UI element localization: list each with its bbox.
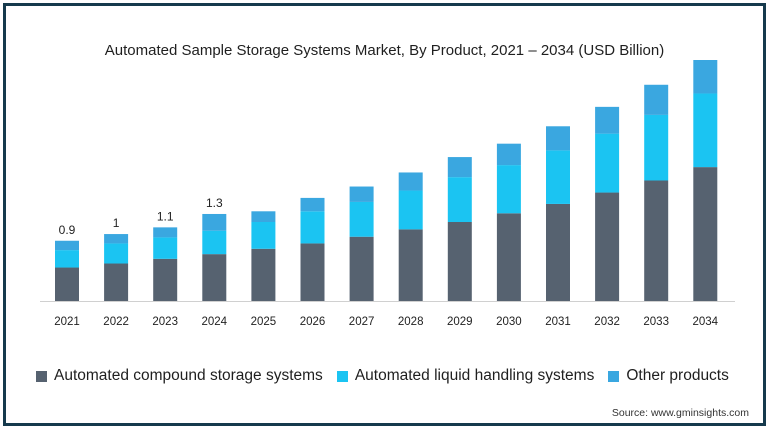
legend-label-3: Other products [626,367,729,384]
data-label-2023: 1.1 [157,209,174,223]
x-tick-label-2024: 2024 [202,316,228,328]
x-tick-label-2029: 2029 [447,316,473,328]
bar-segment-2025-series-2 [251,222,276,249]
x-tick-label-2032: 2032 [594,316,620,328]
legend-label-2: Automated liquid handling systems [354,367,595,384]
bar-segment-2032-series-3 [595,106,620,134]
bar-segment-2024-series-2 [202,230,227,255]
bar-segment-2028-series-1 [398,229,423,301]
bar-segment-2034-series-2 [693,93,718,168]
bar-segment-2031-series-3 [546,126,570,151]
x-tick-label-2027: 2027 [349,316,375,328]
bar-segment-2031-series-2 [546,150,570,204]
bar-segment-2021-series-2 [55,250,79,268]
bar-segment-2032-series-1 [595,192,620,301]
bar-segment-2023-series-3 [153,227,178,238]
bar-segment-2033-series-3 [644,84,669,115]
x-tick-label-2030: 2030 [496,316,522,328]
chart-title: Automated Sample Storage Systems Market,… [104,42,665,59]
x-tick-label-2028: 2028 [398,316,424,328]
bar-segment-2030-series-2 [496,165,521,214]
x-tick-label-2031: 2031 [545,316,571,328]
bar-segment-2025-series-3 [251,211,276,223]
legend-label-1: Automated compound storage systems [54,367,323,384]
x-tick-label-2025: 2025 [251,316,277,328]
data-label-2022: 1 [113,216,120,230]
x-tick-label-2026: 2026 [300,316,326,328]
chart-frame: Automated Sample Storage Systems Market,… [3,3,766,426]
bar-segment-2032-series-2 [595,133,620,193]
bar-segment-2030-series-1 [496,213,521,301]
bar-segment-2029-series-1 [447,222,472,301]
bar-segment-2028-series-3 [398,172,423,191]
legend-item-2: Automated liquid handling systems [336,367,595,385]
bar-segment-2027-series-3 [349,186,374,202]
bar-segment-2024-series-3 [202,213,227,231]
bar-segment-2021-series-1 [55,267,79,301]
bar-segment-2026-series-2 [300,211,325,244]
data-label-2021: 0.9 [59,223,76,237]
legend-swatch-1 [36,370,47,382]
legend-swatch-2 [336,370,348,382]
bar-segment-2022-series-2 [104,243,129,264]
x-tick-label-2033: 2033 [643,316,669,328]
legend-swatch-3 [608,370,620,382]
bar-segment-2031-series-1 [546,203,570,301]
bar-segment-2033-series-2 [644,114,669,181]
chart-legend: Automated compound storage systems Automa… [36,367,756,385]
bar-segment-2028-series-2 [398,190,423,230]
bar-segment-2029-series-3 [447,157,472,178]
bar-segment-2027-series-1 [349,236,374,301]
bar-segment-2034-series-3 [693,60,718,94]
bar-segment-2024-series-1 [202,254,227,301]
x-tick-label-2021: 2021 [54,316,80,328]
data-label-2024: 1.3 [206,196,223,210]
bar-segment-2026-series-1 [300,243,325,301]
legend-item-1: Automated compound storage systems [36,367,323,385]
bar-segment-2021-series-3 [55,240,79,251]
x-tick-label-2034: 2034 [693,316,719,328]
bar-segment-2027-series-2 [349,201,374,237]
bar-segment-2022-series-3 [104,234,129,244]
bar-segment-2023-series-1 [153,258,178,301]
legend-item-3: Other products [608,367,729,385]
x-tick-label-2023: 2023 [152,316,178,328]
bar-segment-2033-series-1 [644,180,669,301]
x-tick-label-2022: 2022 [103,316,129,328]
bar-segment-2029-series-2 [447,177,472,223]
bar-segment-2023-series-2 [153,237,178,259]
bar-segment-2026-series-3 [300,197,325,212]
bar-segment-2034-series-1 [693,167,718,301]
bar-segment-2025-series-1 [251,248,276,301]
source-note: Source: www.gminsights.com [611,407,749,419]
bar-segment-2030-series-3 [496,143,521,166]
bar-segment-2022-series-1 [104,263,129,301]
